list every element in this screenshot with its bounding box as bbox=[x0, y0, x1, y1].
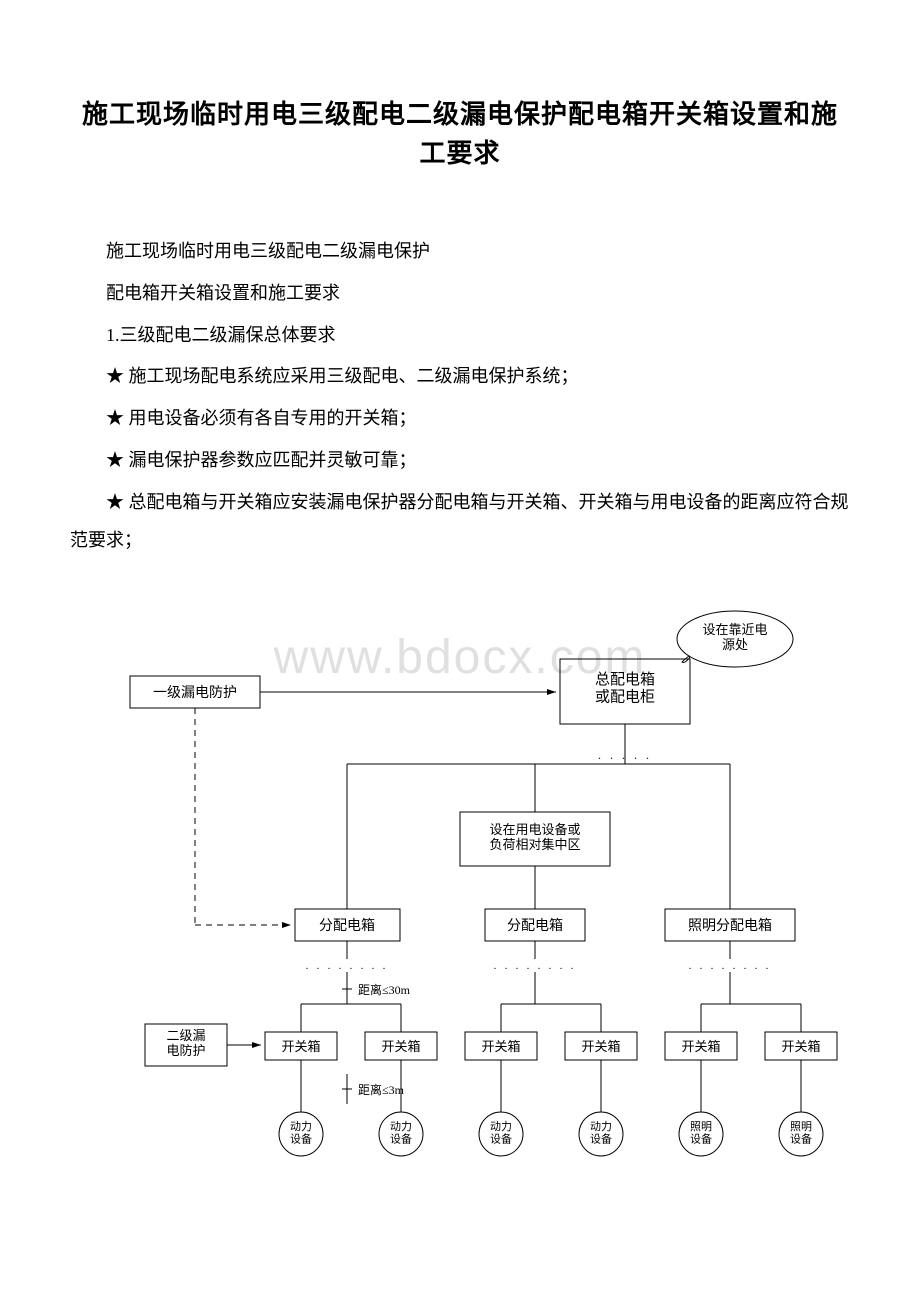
level2-label: 二级漏电防护 bbox=[166, 1028, 205, 1058]
dots-d3: . . . . . . . . bbox=[689, 961, 772, 972]
dist-3m-label: 距离≤3m bbox=[358, 1082, 405, 1097]
svg-text:开关箱: 开关箱 bbox=[581, 1039, 620, 1054]
svg-text:开关箱: 开关箱 bbox=[481, 1039, 520, 1054]
para-4: ★ 施工现场配电系统应采用三级配电、二级漏电保护系统； bbox=[70, 358, 850, 396]
para-7: ★ 总配电箱与开关箱应安装漏电保护器分配电箱与开关箱、开关箱与用电设备的距离应符… bbox=[70, 484, 850, 560]
svg-text:动力设备: 动力设备 bbox=[390, 1120, 412, 1146]
para-3: 1.三级配电二级漏保总体要求 bbox=[70, 317, 850, 355]
main-box-label: 总配电箱或配电柜 bbox=[595, 671, 655, 705]
svg-text:开关箱: 开关箱 bbox=[281, 1039, 320, 1054]
callout-node: 设在靠近电源处 bbox=[677, 611, 793, 667]
document-body: 施工现场临时用电三级配电二级漏电保护 配电箱开关箱设置和施工要求 1.三级配电二… bbox=[70, 233, 850, 559]
dots-d2: . . . . . . . . bbox=[494, 961, 577, 972]
flowchart-diagram: 设在靠近电源处 总配电箱或配电柜 一级漏电防护 . . . . . 设在用电设备… bbox=[90, 584, 830, 1184]
document-title: 施工现场临时用电三级配电二级漏电保护配电箱开关箱设置和施工要求 bbox=[70, 95, 850, 173]
switch-boxes: 开关箱 开关箱 开关箱 开关箱 开关箱 开关箱 bbox=[265, 1032, 837, 1060]
svg-text:设在靠近电源处: 设在靠近电源处 bbox=[702, 622, 767, 652]
svg-text:开关箱: 开关箱 bbox=[781, 1039, 820, 1054]
flowchart-svg: 设在靠近电源处 总配电箱或配电柜 一级漏电防护 . . . . . 设在用电设备… bbox=[90, 584, 850, 1174]
para-6: ★ 漏电保护器参数应匹配并灵敏可靠； bbox=[70, 442, 850, 480]
dist2-label: 分配电箱 bbox=[507, 918, 563, 934]
dist1-label: 分配电箱 bbox=[319, 918, 375, 934]
svg-text:动力设备: 动力设备 bbox=[490, 1120, 512, 1146]
para-5: ★ 用电设备必须有各自专用的开关箱； bbox=[70, 400, 850, 438]
svg-text:动力设备: 动力设备 bbox=[290, 1120, 312, 1146]
svg-text:照明设备: 照明设备 bbox=[790, 1120, 812, 1146]
level1-label: 一级漏电防护 bbox=[153, 685, 237, 701]
para-1: 施工现场临时用电三级配电二级漏电保护 bbox=[70, 233, 850, 271]
mid-note-label: 设在用电设备或负荷相对集中区 bbox=[489, 822, 580, 852]
svg-text:开关箱: 开关箱 bbox=[681, 1039, 720, 1054]
dots-1: . . . . . bbox=[598, 748, 652, 762]
dist3-label: 照明分配电箱 bbox=[688, 918, 772, 934]
svg-text:动力设备: 动力设备 bbox=[590, 1120, 612, 1146]
para-2: 配电箱开关箱设置和施工要求 bbox=[70, 275, 850, 313]
dist-30m-label: 距离≤30m bbox=[358, 982, 411, 997]
svg-text:开关箱: 开关箱 bbox=[381, 1039, 420, 1054]
dots-d1: . . . . . . . . bbox=[306, 961, 389, 972]
device-nodes: 动力设备 动力设备 动力设备 动力设备 照明设备 照明设备 bbox=[279, 1112, 823, 1156]
svg-text:照明设备: 照明设备 bbox=[690, 1120, 712, 1146]
